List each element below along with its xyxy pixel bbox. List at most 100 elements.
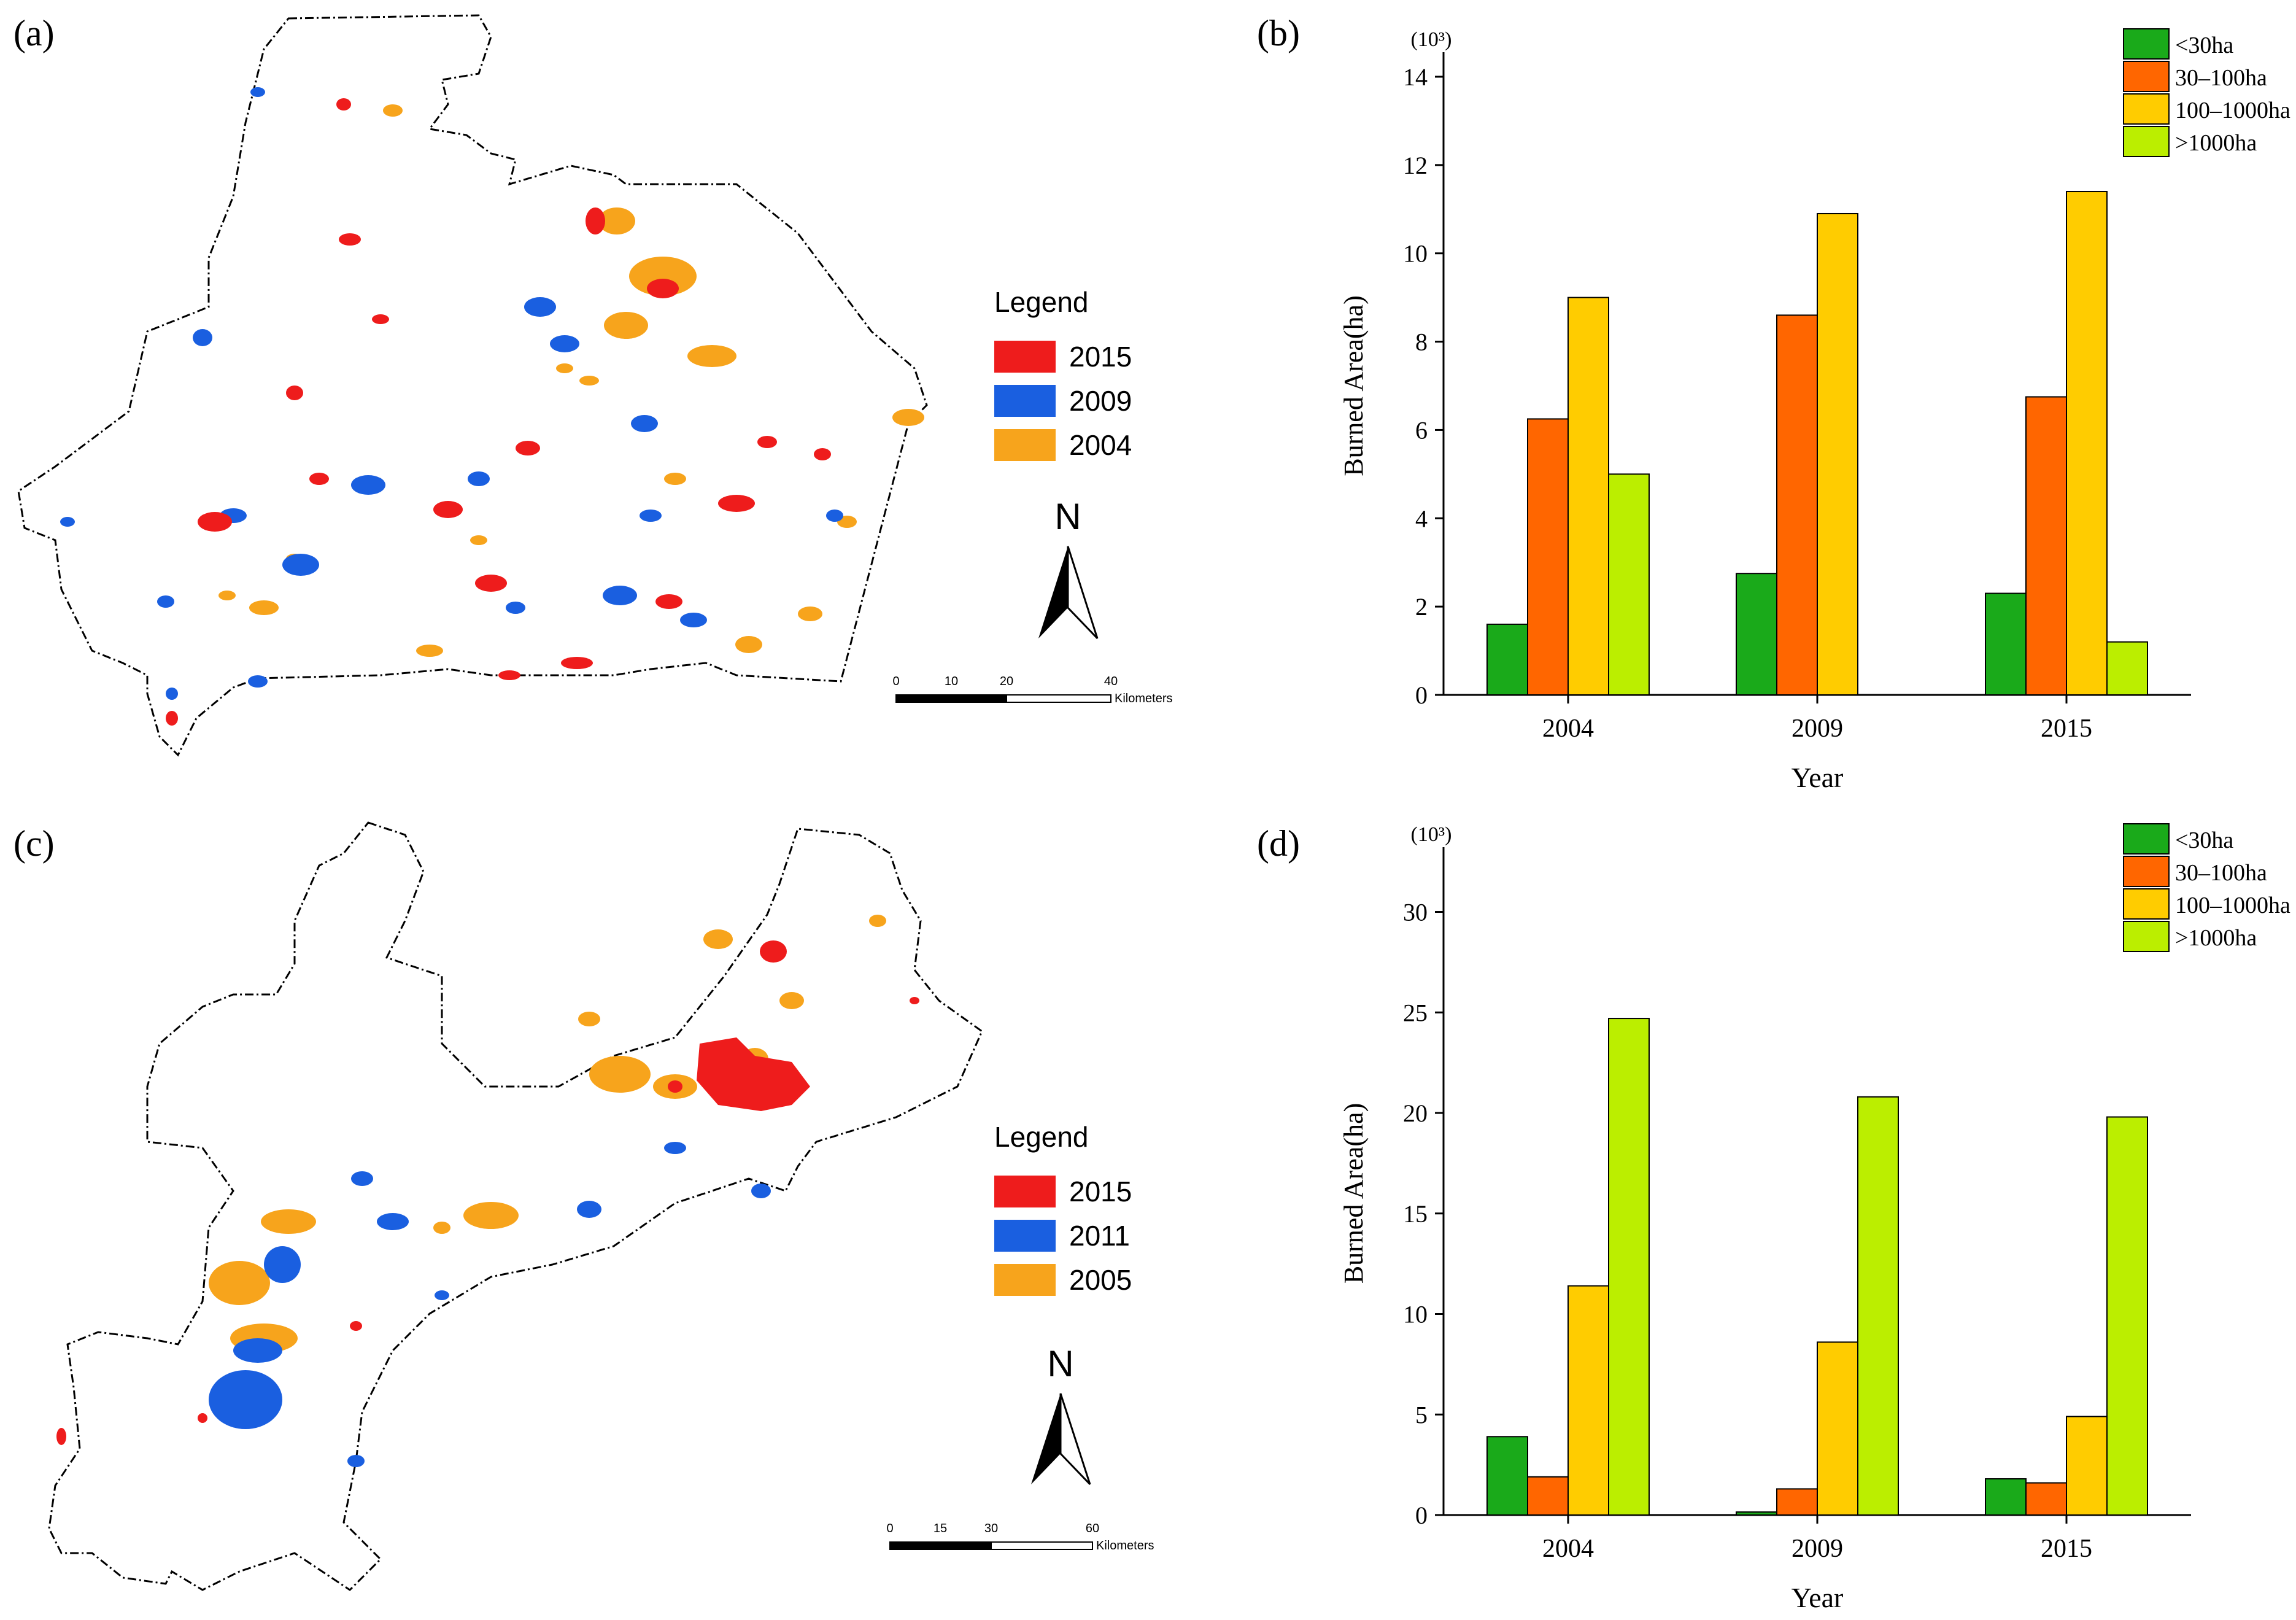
legend-label-b-1: 30–100ha: [2175, 65, 2267, 91]
bar-b-2004-s0: [1486, 623, 1528, 696]
legend-label-c-2005: 2005: [1069, 1264, 1132, 1296]
x-axis-label-d: Year: [1792, 1582, 1844, 1613]
scale-tick-a-0: 0: [892, 675, 899, 688]
x-axis-label-b: Year: [1792, 762, 1844, 793]
y-axis-label-d: Burned Area(ha): [1339, 1103, 1369, 1284]
map-a: N 0 10 20 40 Kilometers: [17, 14, 1172, 757]
legend-label-c-2011: 2011: [1069, 1220, 1130, 1252]
legend-label-d-1: 30–100ha: [2175, 860, 2267, 886]
y-tick-label-b-1: 2: [1415, 593, 1428, 621]
legend-item-a-2015: 2015: [994, 335, 1132, 379]
bar-d-2015-s1: [2025, 1482, 2067, 1516]
legend-swatch-b-0: [2123, 28, 2170, 60]
legend-swatch-d-3: [2123, 921, 2170, 952]
y-tick-label-b-7: 14: [1403, 63, 1428, 91]
legend-label-a-2004: 2004: [1069, 429, 1132, 461]
y-tick-label-d-4: 20: [1403, 1099, 1428, 1127]
y-tick-label-b-4: 8: [1415, 328, 1428, 356]
bar-d-2004-s3: [1608, 1018, 1650, 1516]
bar-b-2009-s2: [1817, 212, 1858, 696]
panel-label-d: (d): [1257, 823, 1300, 864]
burn-patches-2005: [209, 915, 886, 1353]
y-tick-label-d-1: 5: [1415, 1401, 1428, 1428]
bar-b-2004-s2: [1567, 296, 1609, 696]
y-tick-label-d-6: 30: [1403, 899, 1428, 926]
y-tick-label-b-5: 10: [1403, 240, 1428, 268]
legend-label-d-0: <30ha: [2175, 827, 2233, 853]
y-tick-label-d-2: 10: [1403, 1301, 1428, 1328]
chart-legend-d: <30ha 30–100ha 100–1000ha >1000ha: [2123, 823, 2290, 952]
x-tick-label-b-2015: 2015: [2041, 715, 2092, 743]
chart-d: 0 5 10 15 20 25 30 (10³) Burned Area(ha) Year 2004…: [1339, 823, 2290, 1613]
bar-b-2015-s1: [2025, 396, 2067, 696]
y-tick-label-d-3: 15: [1403, 1200, 1428, 1228]
burn-patches-2004: [218, 104, 924, 657]
scale-bar-c: 0 15 30 60 Kilometers: [886, 1522, 1154, 1552]
bar-b-2015-s2: [2066, 191, 2108, 696]
x-tick-label-b-2004: 2004: [1542, 715, 1594, 743]
y-tick-label-b-3: 6: [1415, 416, 1428, 444]
legend-item-c-2005: 2005: [994, 1258, 1132, 1302]
scale-tick-a-2: 20: [1000, 675, 1013, 688]
legend-label-d-3: >1000ha: [2175, 925, 2257, 951]
bar-b-2004-s1: [1527, 418, 1569, 696]
legend-swatch-d-0: [2123, 823, 2170, 855]
legend-label-a-2015: 2015: [1069, 341, 1132, 373]
bar-b-2015-s0: [1985, 592, 2027, 696]
bar-d-2015-s0: [1985, 1478, 2027, 1516]
legend-label-b-0: <30ha: [2175, 33, 2233, 58]
legend-title-c: Legend: [994, 1121, 1089, 1153]
bar-d-2009-s0: [1736, 1511, 1777, 1516]
y-tick-label-d-5: 25: [1403, 999, 1428, 1026]
map-c: N 0 15 30 60 Kilometers: [48, 821, 1154, 1591]
y-tick-label-b-0: 0: [1415, 681, 1428, 709]
bar-d-2009-s3: [1857, 1096, 1899, 1516]
y-tick-label-d-0: 0: [1415, 1502, 1428, 1529]
bar-d-2015-s3: [2106, 1116, 2148, 1516]
legend-map-a: Legend 2015 2009 2004: [994, 285, 1132, 467]
legend-label-a-2009: 2009: [1069, 385, 1132, 417]
x-tick-label-d-2004: 2004: [1542, 1535, 1594, 1563]
legend-map-c: Legend 2015 2011 2005: [994, 1120, 1132, 1302]
scale-unit-c: Kilometers: [1096, 1539, 1154, 1552]
legend-swatch-b-1: [2123, 61, 2170, 92]
scale-tick-c-3: 60: [1086, 1522, 1099, 1535]
multiplier-d: (10³): [1411, 823, 1452, 846]
north-arrow-c: N: [1031, 1343, 1091, 1486]
legend-swatch-b-2: [2123, 93, 2170, 125]
y-tick-label-b-2: 4: [1415, 505, 1428, 532]
legend-item-a-2009: 2009: [994, 379, 1132, 423]
bar-b-2015-s3: [2106, 641, 2148, 696]
legend-title-a: Legend: [994, 286, 1089, 318]
multiplier-b: (10³): [1411, 28, 1452, 51]
x-tick-label-d-2009: 2009: [1792, 1535, 1843, 1563]
scale-tick-a-1: 10: [945, 675, 958, 688]
burn-patches-2015: [166, 98, 831, 726]
legend-label-c-2015: 2015: [1069, 1176, 1132, 1207]
north-label-c: N: [1047, 1343, 1073, 1384]
legend-label-b-2: 100–1000ha: [2175, 98, 2290, 123]
bar-b-2004-s3: [1608, 473, 1650, 696]
bar-b-2009-s0: [1736, 573, 1777, 696]
bar-d-2004-s1: [1527, 1476, 1569, 1516]
burn-patches-2009: [60, 87, 843, 700]
chart-b: 0 2 4 6 8 10 12 14 (10³) Burned Area(ha) Year 2004 2…: [1339, 28, 2290, 793]
scale-unit-a: Kilometers: [1115, 692, 1172, 705]
panel-label-c: (c): [14, 823, 55, 864]
burn-patches-2015-c: [56, 940, 919, 1445]
x-tick-label-d-2015: 2015: [2041, 1535, 2092, 1563]
map-a-boundary: [17, 14, 928, 757]
legend-swatch-b-3: [2123, 126, 2170, 157]
north-label-a: N: [1054, 496, 1081, 537]
panel-label-a: (a): [14, 13, 55, 53]
legend-item-c-2011: 2011: [994, 1214, 1132, 1258]
legend-item-c-2015: 2015: [994, 1169, 1132, 1214]
scale-tick-a-3: 40: [1104, 675, 1118, 688]
bar-b-2009-s1: [1776, 314, 1818, 696]
x-tick-label-b-2009: 2009: [1792, 715, 1843, 743]
legend-swatch-d-2: [2123, 888, 2170, 920]
bar-d-2015-s2: [2066, 1416, 2108, 1516]
north-arrow-a: N: [1038, 496, 1099, 640]
chart-legend-b: <30ha 30–100ha 100–1000ha >1000ha: [2123, 28, 2290, 157]
scale-tick-c-0: 0: [886, 1522, 893, 1535]
